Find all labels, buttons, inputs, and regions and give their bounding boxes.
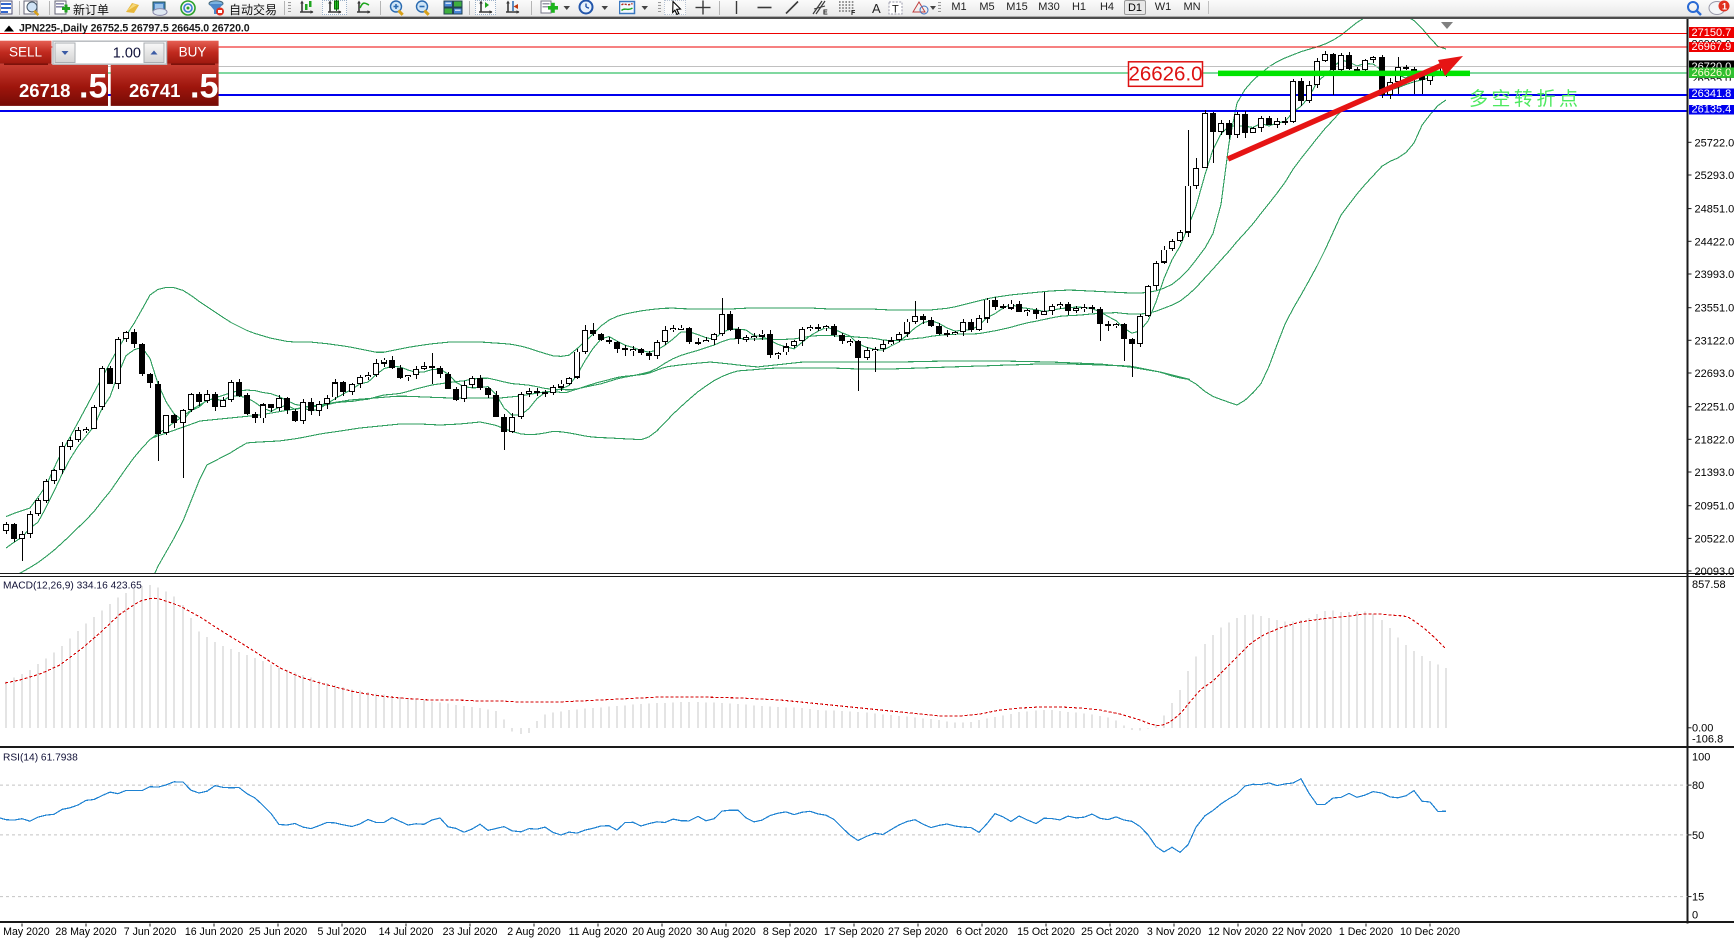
svg-text:24422.0: 24422.0 [1695,236,1734,248]
svg-text:SELL: SELL [9,45,43,60]
svg-text:80: 80 [1692,780,1704,792]
svg-text:16 Jun 2020: 16 Jun 2020 [185,926,243,938]
svg-text:9 May 2020: 9 May 2020 [0,926,50,938]
svg-text:20093.0: 20093.0 [1695,566,1734,578]
svg-text:26967.9: 26967.9 [1692,41,1732,53]
svg-text:23 Jul 2020: 23 Jul 2020 [443,926,498,938]
svg-text:26741: 26741 [129,80,180,101]
svg-text:26626.0: 26626.0 [1692,67,1732,79]
svg-text:23993.0: 23993.0 [1695,269,1734,281]
svg-text:多空转折点: 多空转折点 [1469,88,1582,110]
svg-text:22693.0: 22693.0 [1695,368,1734,380]
svg-text:6 Oct 2020: 6 Oct 2020 [956,926,1008,938]
svg-text:0: 0 [1692,910,1698,922]
svg-text:15: 15 [1692,892,1704,904]
svg-text:25 Oct 2020: 25 Oct 2020 [1081,926,1139,938]
svg-text:1 Dec 2020: 1 Dec 2020 [1339,926,1393,938]
svg-text:MACD(12,26,9) 334.16 423.65: MACD(12,26,9) 334.16 423.65 [3,581,142,592]
svg-text:A: A [872,1,881,16]
svg-text:25 Jun 2020: 25 Jun 2020 [249,926,307,938]
svg-text:20951.0: 20951.0 [1695,501,1734,513]
svg-text:20522.0: 20522.0 [1695,533,1734,545]
svg-text:21822.0: 21822.0 [1695,434,1734,446]
svg-text:26718: 26718 [19,80,70,101]
svg-text:28 May 2020: 28 May 2020 [55,926,116,938]
svg-text:.5: .5 [79,68,107,106]
svg-text:23551.0: 23551.0 [1695,303,1734,315]
svg-text:25722.0: 25722.0 [1695,137,1734,149]
svg-text:23122.0: 23122.0 [1695,335,1734,347]
svg-text:21393.0: 21393.0 [1695,467,1734,479]
svg-text:7 Jun 2020: 7 Jun 2020 [124,926,177,938]
svg-text:22 Nov 2020: 22 Nov 2020 [1272,926,1332,938]
svg-text:25293.0: 25293.0 [1695,170,1734,182]
svg-text:1: 1 [1722,2,1727,12]
svg-text:27150.7: 27150.7 [1692,27,1732,39]
svg-text:-106.8: -106.8 [1692,734,1723,746]
svg-text:24851.0: 24851.0 [1695,204,1734,216]
svg-text:100: 100 [1692,751,1710,763]
svg-text:11 Aug 2020: 11 Aug 2020 [569,926,628,938]
svg-text:3 Nov 2020: 3 Nov 2020 [1147,926,1201,938]
svg-text:857.58: 857.58 [1692,579,1726,591]
svg-text:1.00: 1.00 [113,46,141,62]
svg-text:30 Aug 2020: 30 Aug 2020 [696,926,756,938]
svg-text:17 Sep 2020: 17 Sep 2020 [824,926,884,938]
svg-text:10 Dec 2020: 10 Dec 2020 [1400,926,1460,938]
svg-text:22251.0: 22251.0 [1695,402,1734,414]
svg-text:20 Aug 2020: 20 Aug 2020 [632,926,692,938]
svg-text:26626.0: 26626.0 [1128,63,1202,86]
svg-text:RSI(14) 61.7938: RSI(14) 61.7938 [3,753,78,764]
svg-text:JPN225-,Daily 26752.5 26797.5: JPN225-,Daily 26752.5 26797.5 26645.0 26… [19,23,250,35]
svg-text:T: T [892,4,899,16]
svg-text:15 Oct 2020: 15 Oct 2020 [1017,926,1075,938]
svg-text:2 Aug 2020: 2 Aug 2020 [507,926,561,938]
svg-text:8 Sep 2020: 8 Sep 2020 [763,926,817,938]
svg-text:14 Jul 2020: 14 Jul 2020 [379,926,434,938]
svg-text:27 Sep 2020: 27 Sep 2020 [888,926,948,938]
svg-text:26341.8: 26341.8 [1692,88,1732,100]
svg-text:BUY: BUY [179,45,207,60]
svg-text:5 Jul 2020: 5 Jul 2020 [318,926,367,938]
svg-text:26135.4: 26135.4 [1692,104,1732,116]
svg-text:50: 50 [1692,830,1704,842]
svg-text:12 Nov 2020: 12 Nov 2020 [1208,926,1268,938]
svg-text:.5: .5 [190,68,218,106]
